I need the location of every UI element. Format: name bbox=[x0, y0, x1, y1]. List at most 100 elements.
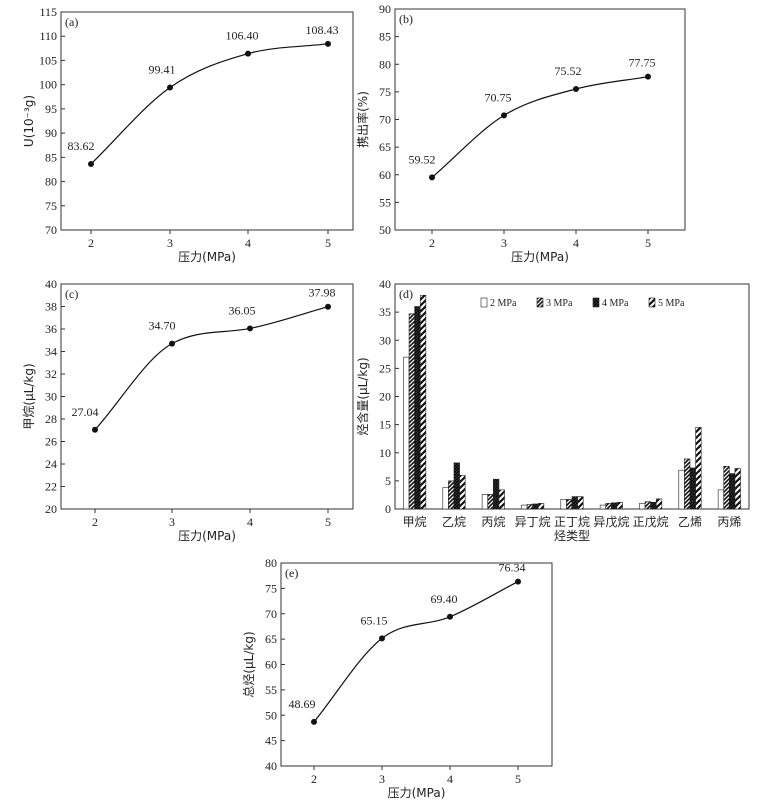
bar bbox=[448, 480, 455, 510]
data-point bbox=[325, 40, 331, 47]
y-axis-label: U(10⁻³g) bbox=[22, 95, 36, 147]
x-axis-label: 压力(MPa) bbox=[178, 250, 236, 264]
legend-label: 3 MPa bbox=[546, 298, 573, 309]
legend-label: 2 MPa bbox=[490, 298, 517, 309]
bar bbox=[616, 501, 623, 510]
y-tick-label: 5 bbox=[385, 474, 391, 488]
data-point bbox=[573, 86, 579, 93]
bar bbox=[611, 502, 618, 510]
bar bbox=[599, 504, 607, 510]
plot-frame bbox=[394, 8, 686, 231]
bar bbox=[453, 462, 460, 510]
x-axis-label: 压力(MPa) bbox=[178, 529, 236, 543]
bar bbox=[695, 427, 702, 510]
bar bbox=[481, 494, 489, 510]
data-label: 48.69 bbox=[289, 697, 316, 711]
bar bbox=[605, 503, 612, 510]
y-tick-label: 110 bbox=[39, 29, 57, 43]
x-category-label: 乙烷 bbox=[442, 515, 466, 529]
data-label: 65.15 bbox=[361, 613, 388, 627]
bar bbox=[566, 499, 573, 510]
x-tick-label: 5 bbox=[515, 772, 521, 786]
y-tick-label: 90 bbox=[45, 126, 57, 140]
y-tick-label: 40 bbox=[265, 759, 277, 773]
y-axis-label: 甲烷(μL/kg) bbox=[22, 363, 36, 429]
data-point bbox=[88, 161, 94, 168]
bar bbox=[532, 503, 539, 510]
bar bbox=[459, 474, 466, 510]
panel-label: (b) bbox=[399, 12, 413, 26]
data-label: 70.75 bbox=[485, 90, 512, 104]
bar bbox=[521, 504, 528, 510]
y-tick-label: 55 bbox=[265, 683, 277, 697]
bar bbox=[403, 356, 410, 510]
y-tick-label: 65 bbox=[265, 632, 277, 646]
y-tick-label: 50 bbox=[379, 223, 391, 237]
data-label: 69.40 bbox=[431, 592, 458, 606]
data-point bbox=[429, 174, 435, 181]
y-tick-label: 65 bbox=[379, 140, 391, 154]
y-tick-label: 60 bbox=[379, 168, 391, 182]
bar bbox=[526, 504, 533, 510]
y-tick-label: 70 bbox=[45, 223, 57, 237]
y-tick-label: 28 bbox=[45, 412, 57, 426]
y-tick-label: 90 bbox=[379, 2, 391, 16]
data-label: 106.40 bbox=[226, 29, 259, 43]
bar bbox=[414, 306, 421, 510]
legend-label: 4 MPa bbox=[602, 298, 629, 309]
x-tick-label: 4 bbox=[447, 772, 453, 786]
data-point bbox=[245, 50, 251, 57]
bar bbox=[729, 473, 736, 510]
bar bbox=[498, 489, 505, 510]
y-tick-label: 95 bbox=[45, 102, 57, 116]
series-line bbox=[313, 581, 519, 723]
data-label: 27.04 bbox=[72, 405, 99, 419]
series-line bbox=[90, 43, 329, 165]
x-category-label: 正戊烷 bbox=[633, 515, 669, 529]
plot-frame bbox=[60, 283, 354, 510]
x-category-label: 乙烯 bbox=[678, 515, 702, 529]
y-tick-label: 100 bbox=[39, 78, 57, 92]
y-tick-label: 85 bbox=[45, 150, 57, 164]
chart-panel-2: 2022242628303234363840(c)压力(MPa)甲烷(μL/kg… bbox=[22, 277, 354, 543]
legend-label: 5 MPa bbox=[658, 298, 685, 309]
x-category-label: 甲烷 bbox=[403, 515, 427, 529]
bar bbox=[577, 496, 584, 510]
x-axis-label: 压力(MPa) bbox=[388, 786, 446, 800]
x-tick-label: 4 bbox=[247, 515, 253, 529]
bar bbox=[678, 469, 685, 510]
legend-swatch bbox=[536, 297, 544, 308]
y-tick-label: 60 bbox=[265, 658, 277, 672]
data-label: 76.34 bbox=[499, 561, 526, 575]
y-tick-label: 30 bbox=[45, 390, 57, 404]
y-tick-label: 38 bbox=[45, 300, 57, 314]
y-axis-label: 总烃(μL/kg) bbox=[242, 631, 256, 697]
data-point bbox=[325, 303, 331, 310]
y-tick-label: 22 bbox=[45, 480, 57, 494]
legend-swatch bbox=[480, 297, 488, 308]
bar bbox=[408, 313, 415, 510]
bar bbox=[650, 501, 657, 510]
bar bbox=[689, 467, 696, 510]
bar bbox=[537, 503, 545, 510]
chart-panel-3: 0 5 10 15 20 25 30 35 40 (d) 烃类型 烃含量(μL/kg) 甲烷 乙烷 丙烷 异丁… bbox=[355, 277, 750, 543]
y-tick-label: 30 bbox=[379, 333, 391, 347]
y-tick-label: 20 bbox=[379, 390, 391, 404]
data-point bbox=[645, 73, 651, 80]
y-tick-label: 80 bbox=[379, 57, 391, 71]
data-point bbox=[92, 426, 98, 433]
data-point bbox=[447, 613, 453, 620]
data-label: 99.41 bbox=[149, 63, 176, 77]
bar bbox=[734, 468, 741, 510]
y-tick-label: 75 bbox=[45, 199, 57, 213]
chart-panel-1: 50 55 60 65 70 75 80 85 90 (b) 压力(MPa) 携出率(%) 2 3 4 5 59… bbox=[355, 2, 686, 264]
panel-label: (e) bbox=[285, 566, 298, 580]
data-point bbox=[379, 635, 385, 642]
x-category-label: 正丁烷 bbox=[554, 515, 590, 529]
bar bbox=[487, 494, 494, 510]
x-tick-label: 2 bbox=[311, 772, 317, 786]
y-tick-label: 55 bbox=[379, 195, 391, 209]
series-line bbox=[431, 76, 649, 178]
